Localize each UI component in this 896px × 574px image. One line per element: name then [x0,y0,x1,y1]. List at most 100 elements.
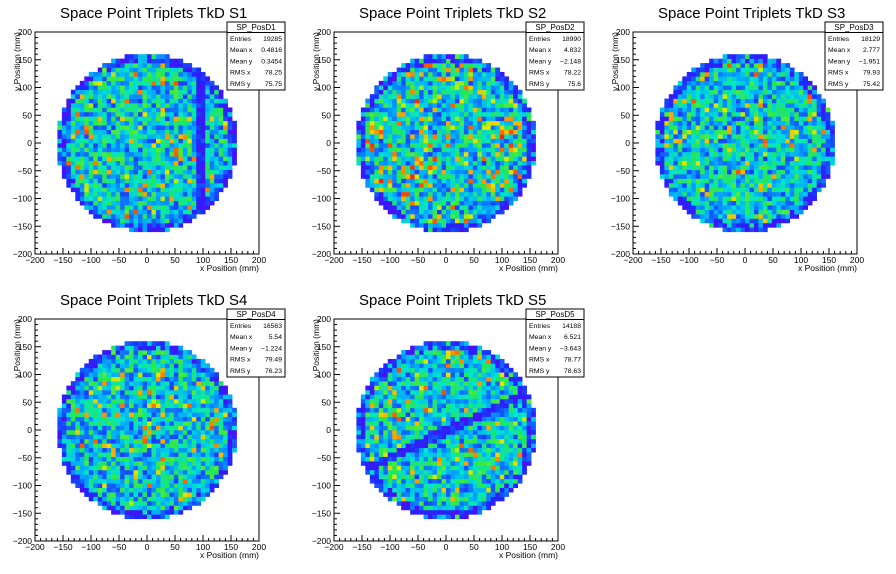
y-tick-label: 50 [322,110,332,120]
heatmap-cell [214,160,219,166]
heatmap-cell [102,67,107,73]
heatmap-cell [133,214,139,219]
heatmap-cell [477,143,483,148]
heatmap-cell [178,76,184,82]
heatmap-cell [821,165,826,170]
heatmap-cell [164,227,170,233]
heatmap-cell [223,111,228,117]
heatmap-cell [124,116,130,122]
heatmap-cell [142,456,148,462]
heatmap-cell [718,107,723,113]
heatmap-cell [472,196,478,202]
heatmap-cell [704,111,710,117]
heatmap-cell [151,174,157,179]
heatmap-cell [401,120,406,126]
heatmap-cell [88,120,94,126]
heatmap-cell [155,381,161,386]
heatmap-cell [749,98,755,104]
heatmap-cells [57,341,237,520]
heatmap-cell [133,385,139,391]
heatmap-cell [151,89,157,95]
heatmap-cell [468,178,474,184]
heatmap-cell [517,125,523,130]
heatmap-cell [169,156,175,162]
heatmap-cell [151,407,157,413]
heatmap-cell [120,147,125,153]
heatmap-cell [164,469,170,475]
heatmap-cell [160,421,166,426]
heatmap-cell [673,165,679,170]
heatmap-cell [378,200,384,206]
heatmap-cell [223,129,228,135]
heatmap-cell [450,138,456,144]
heatmap-cell [812,187,817,193]
heatmap-cell [695,178,701,184]
heatmap-cell [133,218,139,224]
heatmap-cell [753,138,759,144]
heatmap-cell [75,412,81,417]
heatmap-cell [486,89,492,95]
heatmap-cell [758,111,764,117]
heatmap-cell [789,134,795,139]
heatmap-cell [423,63,429,68]
heatmap-cell [486,76,492,82]
heatmap-cell [441,134,447,139]
heatmap-cell [106,209,112,215]
heatmap-cell [789,120,795,126]
heatmap-cell [686,85,692,91]
heatmap-cell [486,209,492,215]
heatmap-cell [396,165,402,170]
heatmap-cell [97,187,103,193]
heatmap-cell [789,98,795,104]
heatmap-cell [691,147,697,153]
heatmap-cell [97,143,103,148]
heatmap-cell [691,165,697,170]
heatmap-cell [477,165,483,170]
heatmap-cell [120,421,125,426]
heatmap-cell [93,85,99,91]
heatmap-cell [486,107,492,113]
heatmap-cell [129,358,134,364]
heatmap-cell [102,196,107,202]
heatmap-cell [798,107,804,113]
heatmap-cell [437,138,442,144]
heatmap-cell [441,178,447,184]
heatmap-cell [70,125,76,130]
heatmap-cell [129,71,134,77]
heatmap-cell [758,169,764,175]
heatmap-cell [758,80,764,86]
heatmap-cell [736,63,741,68]
heatmap-cell [758,120,764,126]
heatmap-cell [437,58,442,64]
heatmap-cell [713,214,719,219]
heatmap-cell [762,165,768,170]
heatmap-cell [115,509,121,515]
heatmap-cell [432,151,438,157]
heatmap-cell [97,385,103,391]
heatmap-cell [463,107,469,113]
heatmap-cell [513,187,518,193]
heatmap-cell [463,214,469,219]
heatmap-cell [713,125,719,130]
heatmap-cell [695,89,701,95]
heatmap-cell [450,196,456,202]
heatmap-cell [789,169,795,175]
heatmap-cell [142,125,148,130]
heatmap-cell [61,456,67,462]
heatmap-cell [691,103,697,108]
heatmap-cell [106,125,112,130]
heatmap-cell [736,191,741,197]
heatmap-cell [668,160,674,166]
heatmap-cell [481,147,487,153]
heatmap-cell [155,227,161,233]
heatmap-cell [84,443,90,449]
heatmap-cell [677,156,683,162]
heatmap-cell [129,412,134,417]
heatmap-cell [668,156,674,162]
heatmap-cell [191,187,197,193]
heatmap-cell [155,452,161,457]
heatmap-cell [785,218,791,224]
heatmap-cell [780,205,786,210]
heatmap-cell [151,80,157,86]
heatmap-cell [115,107,121,113]
